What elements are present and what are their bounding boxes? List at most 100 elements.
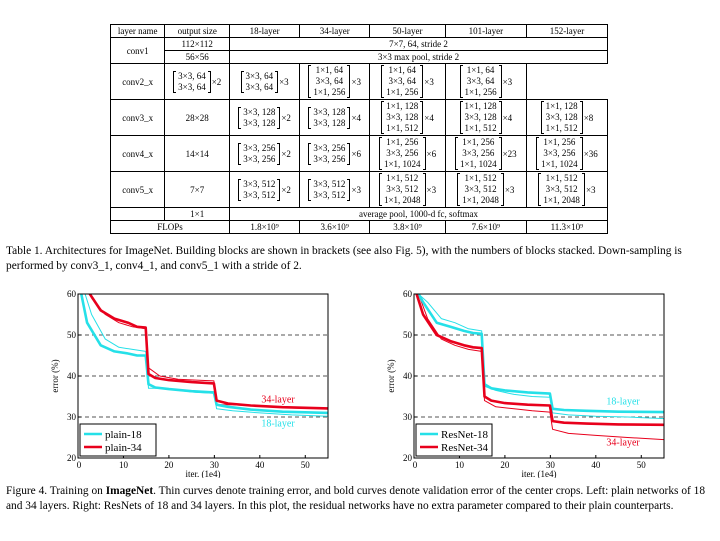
- cell-flops-152: 11.3×10⁹: [525, 220, 609, 234]
- building-block: 1×1, 256 3×3, 256 1×1, 1024 ×23: [455, 137, 517, 170]
- block-layer-spec: 1×1, 256: [543, 137, 576, 147]
- cell-final-empty: [109, 207, 166, 221]
- block-bracket: 1×1, 64 3×3, 64 1×1, 256: [459, 65, 502, 98]
- block-repeat-count: ×2: [281, 112, 291, 123]
- block-layer-spec: 3×3, 256: [313, 153, 346, 164]
- building-block: 3×3, 128 3×3, 128 ×2: [238, 106, 291, 129]
- building-block: 1×1, 512 3×3, 512 1×1, 2048 ×3: [538, 173, 596, 206]
- series-annotation: 34-layer: [261, 395, 295, 406]
- cell-conv2-size: 56×56: [164, 50, 231, 64]
- block-layer-spec: 1×1, 512: [545, 123, 578, 133]
- table-caption: Table 1. Architectures for ImageNet. Bui…: [6, 245, 682, 272]
- resnet-34-training-curve: [418, 294, 664, 441]
- block-layer-spec: 1×1, 512: [464, 173, 497, 183]
- block-layer-spec: 3×3, 256: [386, 148, 419, 158]
- cell-conv5-x-size: 7×7: [164, 171, 231, 208]
- cell-block-101-layer: 1×1, 256 3×3, 256 1×1, 1024 ×23: [444, 135, 527, 172]
- cell-block-50-layer: 1×1, 128 3×3, 128 1×1, 512 ×4: [369, 99, 446, 136]
- block-bracket: 3×3, 64 3×3, 64: [240, 70, 279, 93]
- y-tick-label: 20: [67, 453, 77, 463]
- resnet-18-validation-curve: [417, 294, 664, 414]
- block-layer-spec: 3×3, 128: [243, 117, 276, 128]
- block-bracket: 3×3, 64 3×3, 64: [173, 70, 211, 93]
- block-layer-spec: 1×1, 512: [386, 173, 419, 183]
- block-layer-spec: 3×3, 128: [243, 106, 276, 117]
- cell-block-34-layer: 3×3, 64 3×3, 64 ×3: [229, 63, 301, 100]
- building-block: 3×3, 64 3×3, 64 ×2: [173, 70, 221, 93]
- cell-block-18-layer: 3×3, 512 3×3, 512 ×2: [229, 171, 301, 208]
- cell-block-18-layer: 3×3, 64 3×3, 64 ×2: [164, 63, 231, 100]
- x-tick-label: 40: [255, 460, 265, 470]
- block-repeat-count: ×2: [281, 184, 291, 195]
- cell-conv5-x-name: conv5_x: [109, 171, 166, 208]
- block-layer-spec: 3×3, 128: [313, 106, 346, 117]
- y-tick-label: 40: [67, 371, 77, 381]
- block-layer-spec: 1×1, 128: [545, 101, 578, 111]
- plain-18-validation-curve: [79, 294, 328, 415]
- building-block: 3×3, 512 3×3, 512 ×3: [308, 178, 361, 201]
- cell-final-desc: average pool, 1000-d fc, softmax: [229, 207, 608, 221]
- block-layer-spec: 3×3, 128: [545, 112, 578, 122]
- x-tick-label: 20: [164, 460, 174, 470]
- chart-resnets: 10 20 30 40 50 20 30 40 50 60 0 iter. (1e4) error (%…: [386, 289, 665, 478]
- header-34-layer: 34-layer: [299, 24, 371, 38]
- cell-conv3-x-name: conv3_x: [109, 99, 166, 136]
- building-block: 1×1, 512 3×3, 512 1×1, 2048 ×3: [457, 173, 514, 206]
- block-layer-spec: 1×1, 256: [313, 87, 346, 97]
- block-bracket: 1×1, 64 3×3, 64 1×1, 256: [308, 65, 351, 98]
- building-block: 3×3, 128 3×3, 128 ×4: [308, 106, 361, 129]
- block-layer-spec: 3×3, 64: [466, 76, 495, 86]
- cell-block-101-layer: 1×1, 128 3×3, 128 1×1, 512 ×4: [444, 99, 527, 136]
- building-block: 1×1, 64 3×3, 64 1×1, 256 ×3: [381, 65, 434, 98]
- cell-block-50-layer: 1×1, 512 3×3, 512 1×1, 2048 ×3: [369, 171, 446, 208]
- y-axis-title: error (%): [50, 359, 60, 392]
- block-layer-spec: 1×1, 128: [386, 101, 419, 111]
- block-repeat-count: ×6: [351, 148, 362, 159]
- block-layer-spec: 1×1, 256: [386, 87, 419, 97]
- block-repeat-count: ×8: [583, 112, 594, 123]
- block-layer-spec: 3×3, 512: [243, 189, 276, 200]
- table-row-pool: 56×56 3×3 max pool, stride 2: [111, 50, 608, 64]
- block-bracket: 3×3, 512 3×3, 512: [308, 178, 351, 201]
- cell-flops-label: FLOPs: [109, 220, 231, 234]
- block-bracket: 1×1, 128 3×3, 128 1×1, 512: [459, 101, 502, 134]
- table-row-flops: FLOPs 1.8×10⁹ 3.6×10⁹ 3.8×10⁹ 7.6×10⁹ 11…: [109, 220, 609, 234]
- y-tick-label: 20: [403, 453, 413, 463]
- series-annotation: 34-layer: [606, 438, 640, 449]
- figure-caption-bold: ImageNet: [105, 485, 154, 497]
- cell-block-50-layer: 1×1, 256 3×3, 256 1×1, 1024 ×6: [369, 135, 446, 172]
- building-block: 3×3, 64 3×3, 64 ×3: [240, 70, 289, 93]
- block-layer-spec: 3×3, 256: [543, 148, 576, 158]
- y-tick-label: 60: [67, 289, 77, 299]
- block-layer-spec: 1×1, 256: [386, 137, 419, 147]
- cell-block-34-layer: 3×3, 512 3×3, 512 ×3: [299, 171, 371, 208]
- figure-caption: Figure 4. Training on ImageNet. Thin cur…: [6, 484, 714, 514]
- building-block: 3×3, 256 3×3, 256 ×2: [238, 142, 291, 165]
- table-row-conv4-x: conv4_x 14×14 3×3, 256 3×3, 256 ×2 3×3, 256 3×…: [109, 135, 609, 172]
- cell-block-34-layer: 3×3, 128 3×3, 128 ×4: [299, 99, 371, 136]
- block-layer-spec: 3×3, 512: [464, 184, 497, 194]
- cell-conv4-x-name: conv4_x: [109, 135, 166, 172]
- block-layer-spec: 3×3, 256: [462, 148, 495, 158]
- building-block: 1×1, 256 3×3, 256 1×1, 1024 ×36: [536, 137, 598, 170]
- legend-label: ResNet-34: [441, 442, 489, 454]
- table-row-conv2-x: conv2_x 3×3, 64 3×3, 64 ×2 3×3, 64 3×3, 64 ×3 1…: [109, 63, 608, 100]
- block-layer-spec: 3×3, 128: [386, 112, 419, 122]
- x-tick-label: 30: [210, 460, 220, 470]
- block-layer-spec: 3×3, 64: [245, 70, 274, 81]
- y-axis-title: error (%): [386, 359, 396, 392]
- block-layer-spec: 1×1, 2048: [462, 195, 499, 205]
- block-bracket: 3×3, 256 3×3, 256: [308, 142, 351, 165]
- block-bracket: 1×1, 256 3×3, 256 1×1, 1024: [536, 137, 583, 170]
- block-repeat-count: ×4: [502, 112, 513, 123]
- chart-plain-networks: 10 20 30 40 50 20 30 40 50 60 0 iter. (1e4) error (%…: [50, 289, 329, 478]
- y-tick-label: 30: [403, 412, 413, 422]
- block-layer-spec: 1×1, 1024: [383, 159, 421, 169]
- block-layer-spec: 1×1, 256: [464, 87, 497, 97]
- block-layer-spec: 3×3, 256: [243, 142, 276, 153]
- figure-caption-rest: . Thin curves denote training error, and…: [6, 485, 706, 512]
- header-18-layer: 18-layer: [229, 24, 301, 38]
- legend-label: plain-18: [105, 429, 142, 441]
- series-annotation: 18-layer: [261, 418, 295, 429]
- header-101-layer: 101-layer: [444, 24, 527, 38]
